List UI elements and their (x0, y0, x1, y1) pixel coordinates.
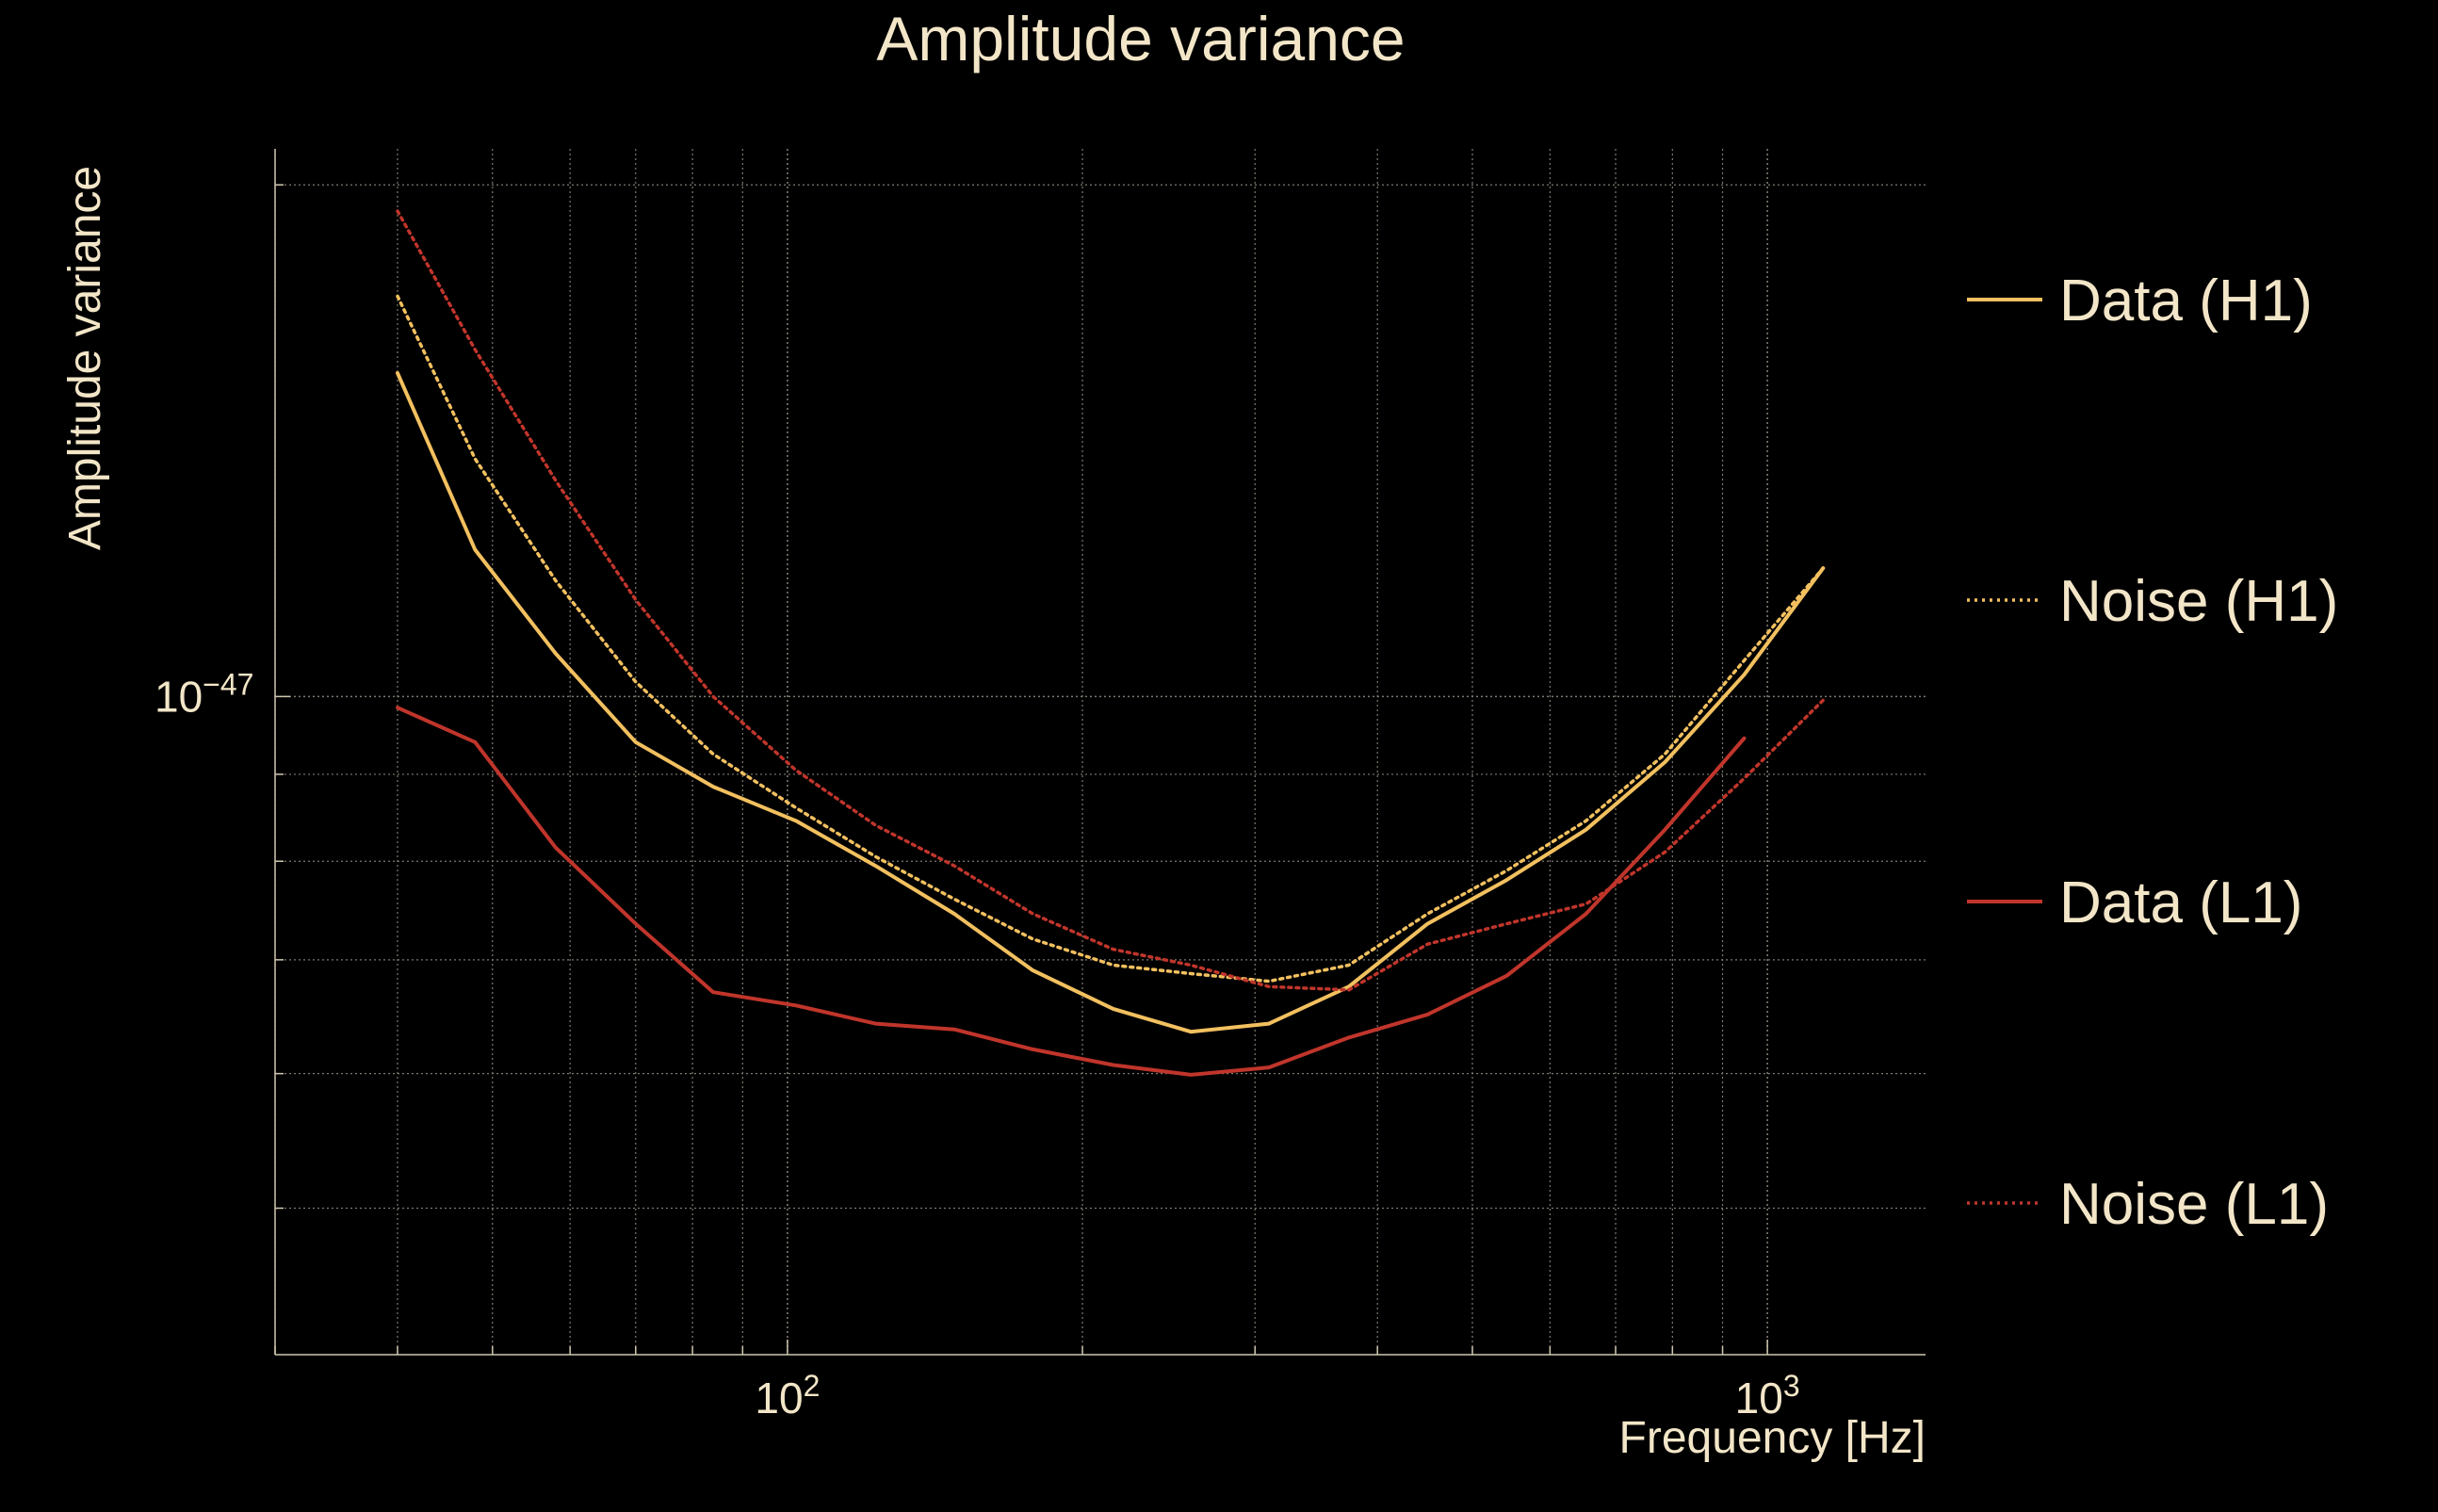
legend: Data (H1) Noise (H1) Data (L1) Noise (L1) (1967, 268, 2338, 1237)
x-axis-label: Frequency [Hz] (1619, 1413, 1926, 1463)
x-tick-label: 102 (755, 1369, 820, 1423)
legend-label: Noise (L1) (2059, 1172, 2329, 1237)
series-line-data-h1 (396, 371, 1826, 1034)
series-line-data-l1 (396, 706, 1747, 1077)
chart-title: Amplitude variance (876, 4, 1405, 73)
y-tick-label: 10−47 (154, 667, 253, 721)
axes-layer: 102 103 10−47 (154, 149, 1926, 1423)
legend-label: Data (L1) (2059, 870, 2302, 935)
x-tick-label: 103 (1735, 1369, 1800, 1423)
y-axis-label: Amplitude variance (60, 166, 110, 550)
series-line-noise-h1 (396, 294, 1826, 984)
legend-label: Noise (H1) (2059, 569, 2338, 634)
series-layer (396, 209, 1826, 1077)
series-line-noise-l1 (396, 209, 1826, 992)
legend-label: Data (H1) (2059, 268, 2313, 333)
